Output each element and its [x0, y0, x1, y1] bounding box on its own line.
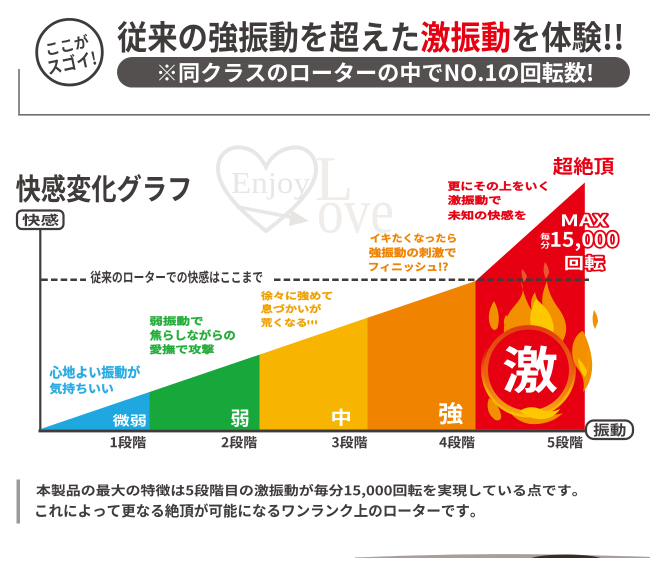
svg-text:L: L: [315, 144, 353, 214]
svg-text:Enjoy: Enjoy: [231, 165, 311, 200]
svg-text:ove: ove: [317, 176, 394, 247]
